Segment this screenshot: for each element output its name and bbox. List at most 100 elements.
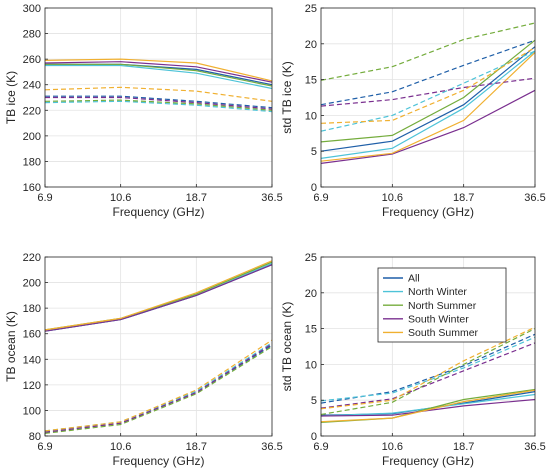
y-tick-label: 240 (23, 80, 41, 92)
x-tick-label: 6.9 (313, 441, 328, 453)
y-tick-label: 15 (305, 324, 317, 336)
series-line-north-winter-solid (320, 50, 536, 159)
plot-area (45, 257, 272, 436)
series-line-south-winter-solid (320, 398, 536, 417)
y-axis-label: std TB ice (K) (280, 61, 294, 133)
y-tick-label: 25 (305, 3, 317, 15)
y-tick-label: 280 (23, 29, 41, 41)
series-line-south-summer-dashed (44, 339, 273, 432)
y-tick-label: 260 (23, 54, 41, 66)
series-line-north-winter-dashed (44, 100, 273, 113)
y-tick-label: 20 (305, 39, 317, 51)
x-tick-label: 18.7 (186, 441, 207, 453)
y-tick-label: 140 (23, 354, 41, 366)
y-tick-label: 200 (23, 278, 41, 290)
y-tick-label: 25 (305, 252, 317, 264)
series-line-all-dashed (45, 95, 273, 109)
series-line-south-summer-dashed (320, 46, 536, 124)
series-line-south-winter-solid (44, 61, 273, 83)
x-tick-label: 6.9 (37, 441, 52, 453)
x-tick-label: 6.9 (37, 192, 52, 204)
x-tick-label: 36.5 (261, 192, 282, 204)
series-line-south-summer-solid (44, 260, 273, 331)
series-line-south-winter-dashed (44, 343, 273, 433)
series-line-south-winter-dashed (45, 96, 273, 110)
series-line-south-winter-dashed (320, 342, 536, 409)
x-tick-label: 18.7 (453, 441, 474, 453)
x-tick-label: 10.6 (110, 441, 131, 453)
y-tick-label: 220 (23, 105, 41, 117)
y-tick-label: 20 (305, 288, 317, 300)
y-axis-label: TB ocean (K) (4, 311, 18, 382)
series-line-south-winter-solid (44, 264, 273, 332)
legend-label-all: All (408, 273, 420, 285)
plot-area (321, 8, 535, 187)
panel-tb-ice: 160 180 200 220 240 260 280 300 6.9 10.6 18.7 36.5 F… (4, 3, 283, 219)
legend-label-north-summer: North Summer (408, 300, 477, 312)
axes-box (44, 256, 273, 437)
y-tick-label: 0 (311, 182, 317, 194)
x-tick-label: 18.7 (453, 192, 474, 204)
series-line-north-summer-dashed (44, 345, 273, 434)
series-line-north-summer-solid (320, 39, 536, 143)
series-line-south-winter-dashed (320, 77, 536, 107)
legend-label-north-winter: North Winter (408, 286, 467, 298)
y-tick-label: 180 (23, 303, 41, 315)
y-tick-label: 0 (311, 431, 317, 443)
series-line-north-summer-dashed (44, 99, 273, 111)
series-line-south-summer-dashed (44, 86, 273, 102)
x-tick-label: 18.7 (186, 192, 207, 204)
y-axis-label: std TB ocean (K) (280, 302, 294, 392)
series-line-south-winter-solid (320, 89, 536, 164)
y-tick-label: 200 (23, 131, 41, 143)
series-line-south-summer-solid (44, 58, 273, 82)
x-tick-label: 10.6 (382, 441, 403, 453)
series-line-north-winter-dashed (44, 342, 273, 432)
panel-std-tb-ocean: 0 5 10 15 20 25 6.9 10.6 18.7 36.5 Frequency (GHz)… (280, 252, 546, 468)
plot-area (45, 8, 272, 187)
x-axis-label: Frequency (GHz) (382, 205, 474, 219)
x-tick-label: 6.9 (313, 192, 328, 204)
x-tick-label: 10.6 (382, 192, 403, 204)
axes-box (44, 7, 273, 188)
axes-box (320, 256, 536, 437)
x-tick-label: 36.5 (524, 441, 545, 453)
x-axis-label: Frequency (GHz) (112, 454, 204, 468)
series-line-north-winter-dashed (320, 50, 536, 132)
y-tick-label: 10 (305, 359, 317, 371)
series-line-south-summer-dashed (320, 326, 536, 410)
panel-tb-ocean: 80 100 120 140 160 180 200 220 6.9 10.6 18.7 36.5 Fr… (4, 252, 283, 468)
series-line-south-summer-solid (320, 389, 536, 423)
y-tick-label: 5 (311, 146, 317, 158)
x-tick-label: 10.6 (110, 192, 131, 204)
y-axis-label: TB ice (K) (4, 71, 18, 124)
panel-std-tb-ice: 0 5 10 15 20 25 6.9 10.6 18.7 36.5 Frequency (GHz)… (280, 3, 546, 219)
x-axis-label: Frequency (GHz) (112, 205, 204, 219)
axes-box (320, 7, 536, 188)
y-tick-label: 300 (23, 3, 41, 15)
y-tick-label: 160 (23, 329, 41, 341)
y-tick-label: 5 (311, 395, 317, 407)
legend-label-south-summer: South Summer (408, 327, 479, 339)
series-line-all-dashed (320, 39, 536, 106)
y-tick-label: 220 (23, 252, 41, 264)
series-line-north-summer-dashed (320, 22, 536, 81)
series-line-north-summer-solid (45, 63, 273, 87)
series-line-north-summer-dashed (320, 328, 536, 416)
y-tick-label: 160 (23, 182, 41, 194)
series-line-south-summer-solid (320, 51, 536, 162)
x-axis-label: Frequency (GHz) (382, 454, 474, 468)
series-line-all-solid (320, 46, 536, 152)
x-tick-label: 36.5 (261, 441, 282, 453)
series-line-north-winter-dashed (320, 336, 536, 402)
y-tick-label: 10 (305, 110, 317, 122)
legend-label-south-winter: South Winter (408, 313, 469, 325)
x-tick-label: 36.5 (524, 192, 545, 204)
y-tick-label: 100 (23, 405, 41, 417)
y-tick-label: 120 (23, 380, 41, 392)
series-line-north-winter-solid (45, 64, 273, 90)
y-tick-label: 80 (29, 431, 41, 443)
y-tick-label: 15 (305, 75, 317, 87)
